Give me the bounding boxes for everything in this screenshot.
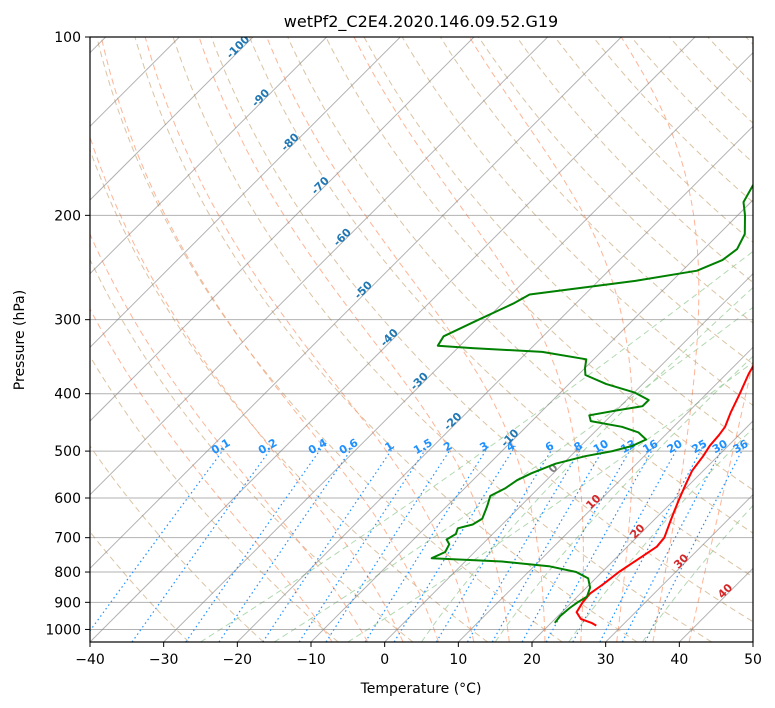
moist-adiabats xyxy=(90,37,753,642)
y-tick-label: 600 xyxy=(54,491,81,507)
dry-adiabat xyxy=(287,37,753,534)
mixing-ratio-lines xyxy=(90,445,746,642)
dry-adiabat xyxy=(516,37,753,284)
x-tick-label: 0 xyxy=(380,652,389,668)
x-tick-label: 20 xyxy=(523,652,541,668)
mixing-ratio-line xyxy=(572,445,680,642)
x-tick-label: 40 xyxy=(670,652,688,668)
y-tick-label: 100 xyxy=(54,30,81,46)
mixing-ratio-line xyxy=(262,445,395,642)
isotherm-line xyxy=(457,346,753,642)
x-axis-label: Temperature (°C) xyxy=(360,681,482,697)
plot-area: 0.1 0.2 0.4 0.6 1 1.5 2 3 4 6 8 10 13 16 20 25 30 36-100-… xyxy=(90,37,753,642)
mixing-ratio-line xyxy=(521,445,634,642)
isotherm-line xyxy=(310,199,753,642)
y-tick-label: 1000 xyxy=(45,622,81,638)
x-tick-label: −20 xyxy=(223,652,253,668)
dry-adiabat xyxy=(592,37,753,203)
y-tick-label: 500 xyxy=(54,444,81,460)
moist-adiabat xyxy=(469,37,634,642)
dry-adiabat xyxy=(210,37,753,623)
x-axis: −40 −30 −20 −10 0 10 20 30 40 50 xyxy=(75,642,762,668)
temperature-line xyxy=(575,364,753,627)
mixing-ratio-line xyxy=(325,445,454,642)
theta-e-line xyxy=(273,306,753,642)
moist-adiabat xyxy=(90,308,333,642)
moist-adiabat xyxy=(100,37,439,642)
y-tick-label: 300 xyxy=(54,313,81,329)
isotherm-line xyxy=(90,37,328,275)
x-tick-label: 30 xyxy=(597,652,615,668)
isotherm-line xyxy=(90,37,696,642)
y-tick-label: 900 xyxy=(54,595,81,611)
mixing-ratio-line xyxy=(644,445,746,642)
dry-adiabat xyxy=(630,37,753,164)
isotherm-line xyxy=(90,37,549,496)
mixing-ratio-line xyxy=(466,445,584,642)
y-tick-label: 700 xyxy=(54,531,81,547)
mixing-ratio-line xyxy=(435,445,555,642)
theta-e-line xyxy=(347,361,753,642)
dry-adiabat xyxy=(478,37,753,324)
mixing-ratio-line xyxy=(621,445,725,642)
moist-adiabat xyxy=(620,37,700,642)
profile-series xyxy=(430,184,753,627)
x-tick-label: 10 xyxy=(449,652,467,668)
dry-adiabat xyxy=(90,445,264,642)
dry-adiabat xyxy=(325,37,753,491)
isotherm-line xyxy=(90,37,475,422)
isotherm-line xyxy=(90,37,254,201)
dry-adiabat xyxy=(172,37,712,642)
moist-adiabat xyxy=(198,37,510,642)
y-axis: 100 200 300 400 500 600 700 800 900 1000 xyxy=(45,30,90,638)
isotherm-line xyxy=(384,272,753,642)
x-tick-label: −30 xyxy=(149,652,179,668)
isotherm-line xyxy=(605,493,753,642)
isotherm-line xyxy=(90,37,622,570)
isotherm-line xyxy=(236,125,753,642)
mixing-ratio-line xyxy=(491,445,606,642)
x-tick-label: 50 xyxy=(744,652,762,668)
plot-frame xyxy=(89,36,754,643)
mixing-ratio-line xyxy=(599,445,704,642)
isotherm-line xyxy=(531,420,753,642)
pressure-gridlines xyxy=(90,37,753,630)
x-tick-label: −10 xyxy=(296,652,326,668)
mixing-ratio-line xyxy=(218,445,355,642)
moist-adiabat xyxy=(353,37,584,642)
y-tick-label: 800 xyxy=(54,565,81,581)
mixing-ratio-line xyxy=(545,445,656,642)
dewpoint-line xyxy=(430,184,753,624)
isotherm-line xyxy=(163,51,753,642)
y-axis-label: Pressure (hPa) xyxy=(12,290,28,390)
dry-adiabat xyxy=(363,37,753,448)
moist-adiabat xyxy=(266,37,546,642)
moist-adiabat xyxy=(688,358,753,642)
y-tick-label: 400 xyxy=(54,387,81,403)
mixing-ratio-line xyxy=(90,445,227,632)
theta-e-lines xyxy=(200,250,753,642)
theta-e-line xyxy=(200,250,753,642)
chart-title: wetPf2_C2E4.2020.146.09.52.G19 xyxy=(284,12,558,32)
mixing-ratio-line xyxy=(185,445,324,642)
dry-adiabat xyxy=(134,37,638,642)
y-tick-label: 200 xyxy=(54,208,81,224)
skewed-isotherms xyxy=(90,37,753,642)
dry-adiabat xyxy=(401,37,753,406)
moist-adiabat xyxy=(144,37,475,642)
isotherm-line xyxy=(90,37,401,349)
x-tick-label: −40 xyxy=(75,652,105,668)
